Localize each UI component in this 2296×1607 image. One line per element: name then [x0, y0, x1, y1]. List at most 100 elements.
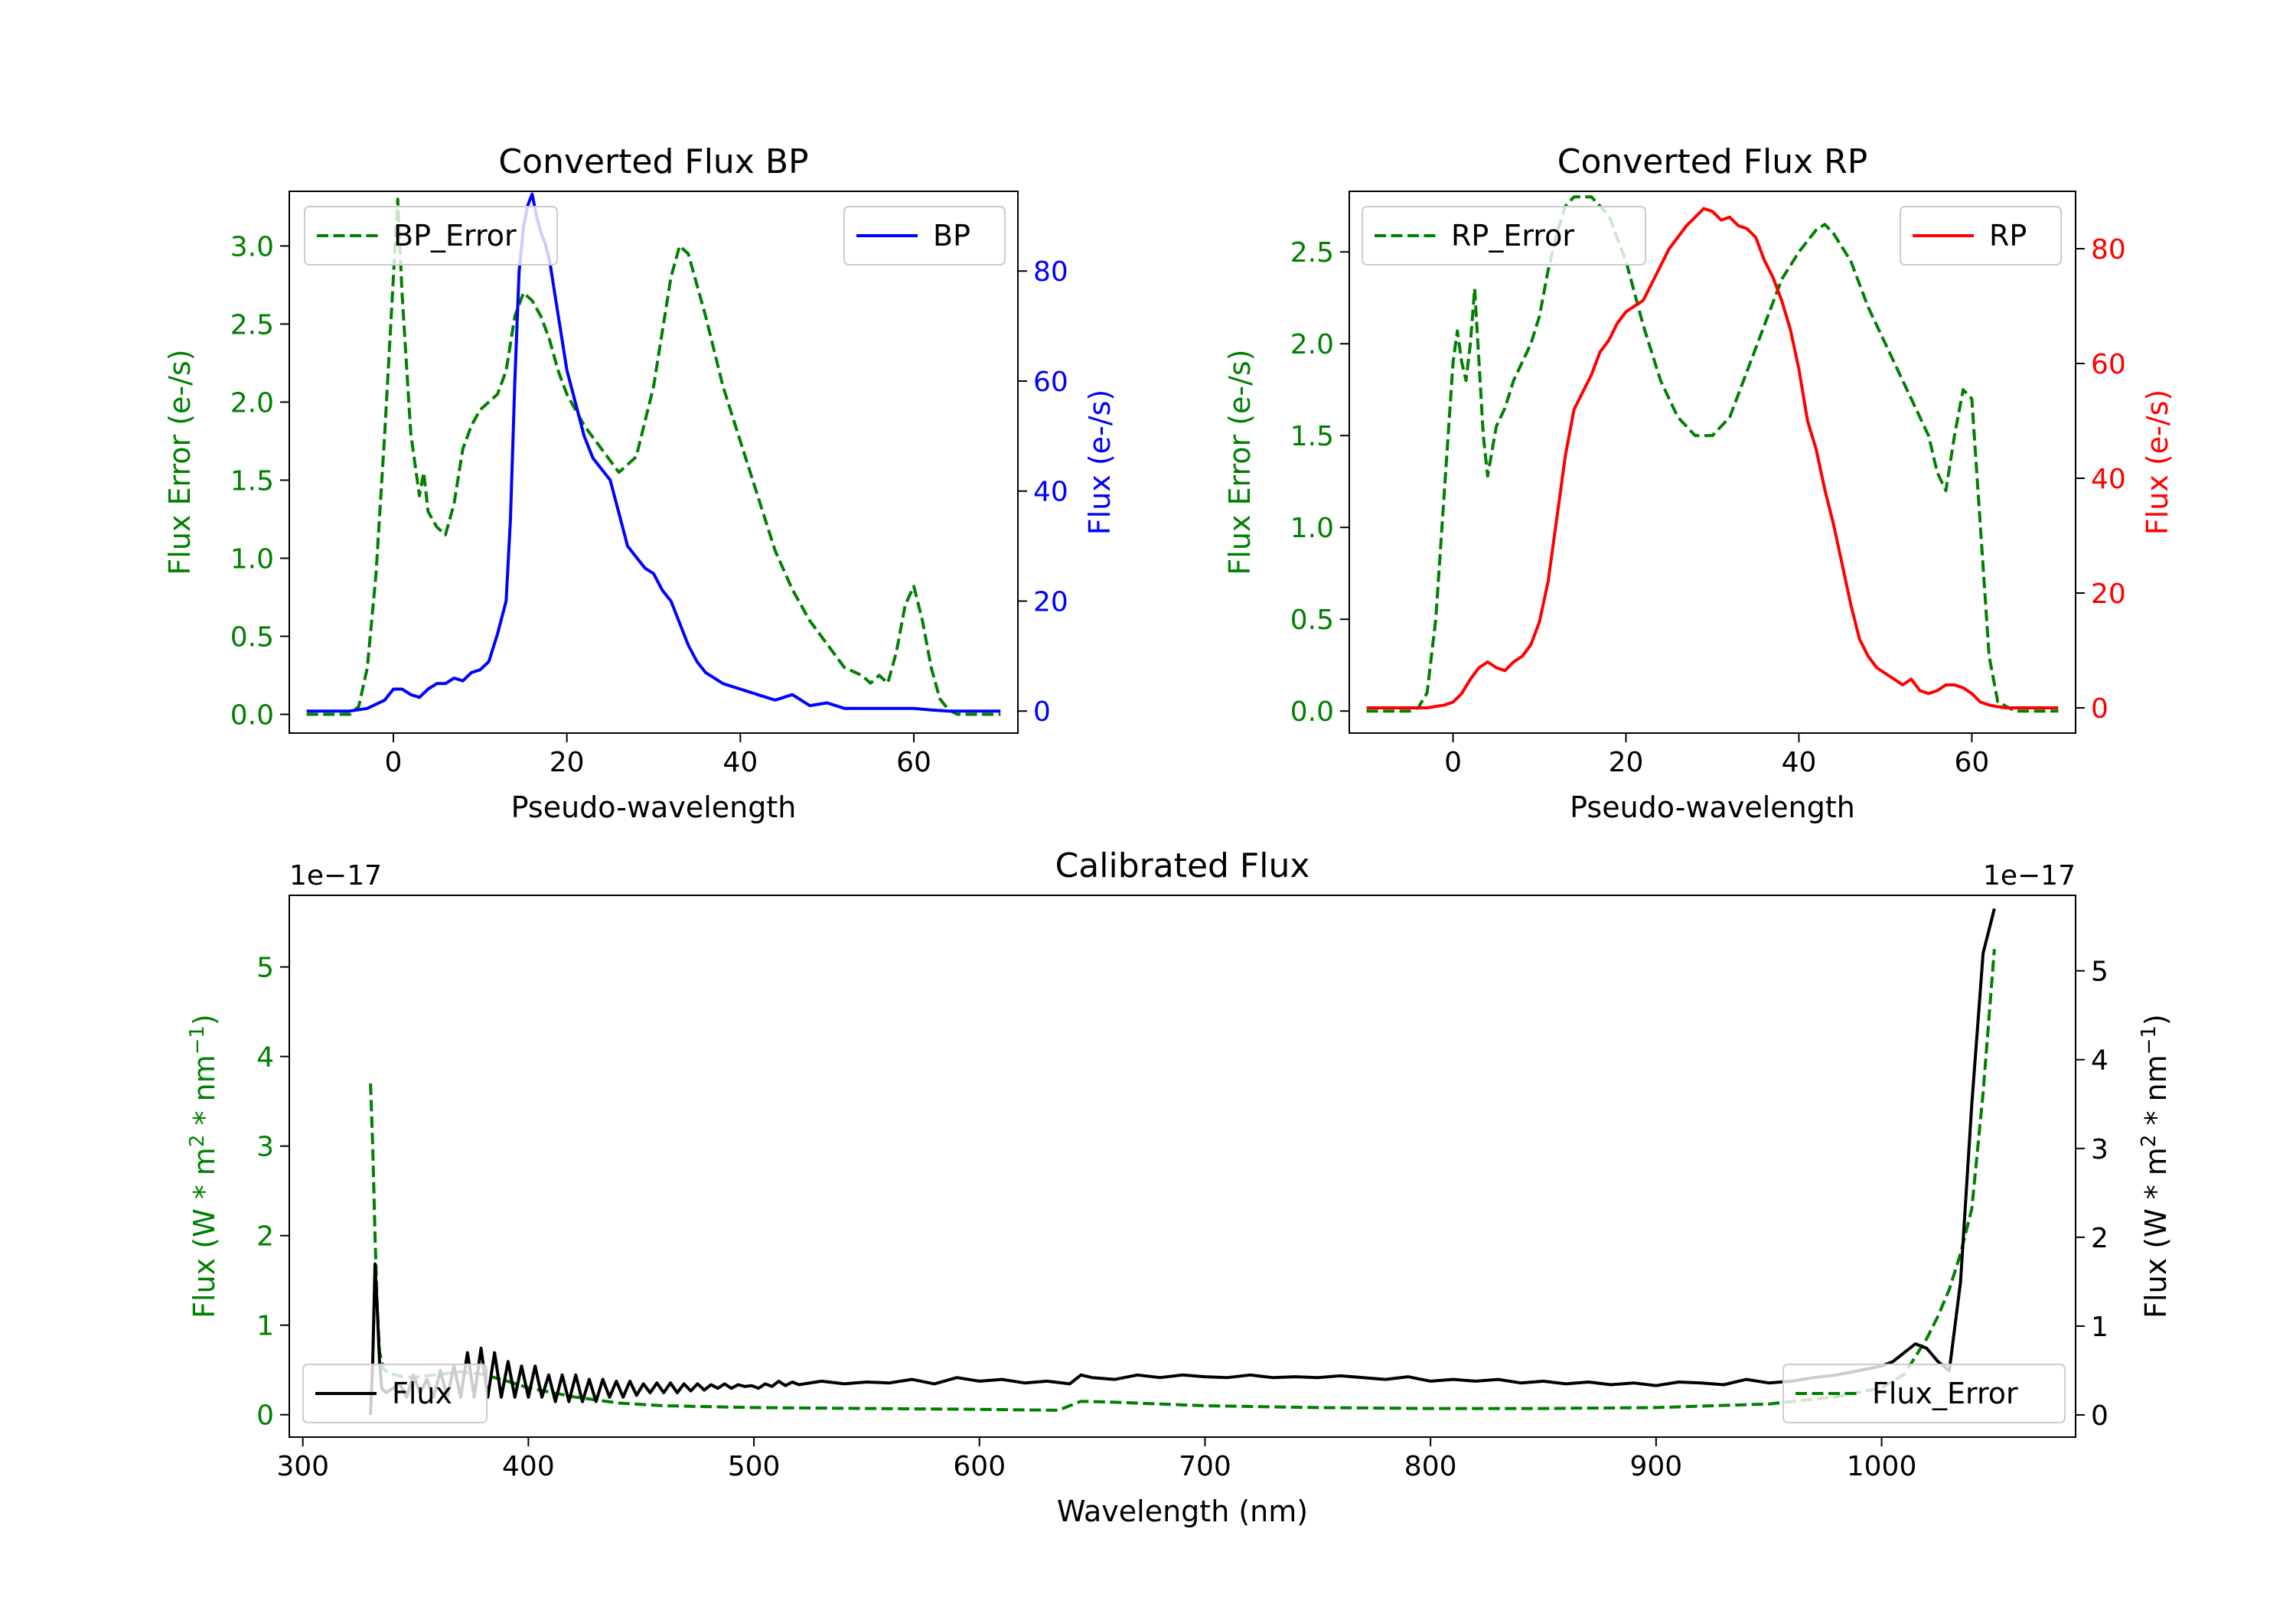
y-right-label-part: Flux (W * m — [2139, 1147, 2173, 1319]
y-right-label-part: −1 — [2138, 1025, 2161, 1054]
x-tick-label: 60 — [896, 747, 931, 778]
legend-label: Flux_Error — [1872, 1377, 2018, 1410]
y-left-axis-label: Flux Error (e-/s) — [1223, 349, 1257, 575]
series-line-flux — [369, 908, 1996, 1416]
y-right-axis-label: Flux (e-/s) — [1083, 390, 1117, 535]
y-right-axis-label: Flux (e-/s) — [2141, 390, 2174, 535]
legend-label: RP_Error — [1451, 219, 1574, 253]
series-line-bp — [306, 192, 1001, 713]
y-left-label-part: ) — [188, 1014, 221, 1025]
y-right-tick-label: 0 — [1033, 696, 1051, 728]
y-right-tick-label: 0 — [2091, 693, 2108, 725]
y-right-tick-label: 20 — [1033, 586, 1068, 618]
y-right-tick-label: 20 — [2091, 579, 2126, 610]
series-line-rp — [1366, 207, 2059, 709]
y-left-tick-label: 2.5 — [230, 309, 274, 341]
y-right-tick-label: 3 — [2091, 1134, 2108, 1165]
y-right-tick-label: 60 — [2091, 349, 2126, 380]
y-left-tick-label: 2.0 — [230, 387, 274, 419]
y-right-label-part: * nm — [2139, 1054, 2173, 1134]
y-right-tick-label: 60 — [1033, 367, 1068, 398]
chart-rp: 0 20 40 60 0.0 0.5 1.0 1.5 2.0 2.5 0 20 40 60 80 Conver… — [1223, 142, 2174, 824]
x-tick-label: 500 — [728, 1451, 781, 1482]
y-right-tick-label: 4 — [2091, 1045, 2108, 1077]
y-left-tick-label: 1.0 — [230, 543, 274, 575]
y-right-label-part: 2 — [2138, 1135, 2161, 1148]
y-left-label-part: −1 — [186, 1025, 209, 1054]
y-left-tick-label: 0.5 — [1290, 605, 1334, 636]
x-tick-label: 20 — [550, 747, 585, 778]
x-tick-label: 300 — [276, 1451, 329, 1482]
x-tick-label: 900 — [1630, 1451, 1683, 1482]
y-left-tick-label: 3.0 — [230, 231, 274, 262]
series-line-bp-error — [306, 197, 1001, 716]
y-right-axis-label: Flux (W * m2 * nm−1) — [2138, 1014, 2173, 1319]
x-axis-label: Wavelength (nm) — [1057, 1495, 1308, 1528]
y-right-tick-label: 1 — [2091, 1312, 2108, 1343]
y-left-axis-label: Flux Error (e-/s) — [163, 349, 197, 575]
y-left-tick-label: 3 — [256, 1132, 274, 1163]
axes-frame — [289, 191, 1019, 734]
y-right-tick-label: 40 — [2091, 464, 2126, 495]
axes-frame — [289, 895, 2076, 1438]
x-tick-label: 0 — [385, 747, 403, 778]
y-left-offset-text: 1e−17 — [289, 860, 382, 892]
y-left-label-part: * nm — [188, 1054, 221, 1134]
y-right-tick-label: 0 — [2091, 1400, 2108, 1432]
legend-box — [304, 206, 558, 266]
x-axis-label: Pseudo-wavelength — [1570, 790, 1855, 824]
legend-box — [843, 206, 1006, 266]
legend-label: Flux — [392, 1377, 452, 1410]
y-left-tick-label: 4 — [256, 1042, 274, 1074]
y-left-tick-label: 1 — [256, 1311, 274, 1342]
y-right-tick-label: 5 — [2091, 957, 2108, 988]
x-tick-label: 40 — [1782, 747, 1817, 778]
y-right-tick-label: 40 — [1033, 477, 1068, 508]
x-tick-label: 800 — [1404, 1451, 1457, 1482]
chart-calibrated: 300 400 500 600 700 800 900 1000 0 1 2 3 4 5 0 1 2 3 4 5 Cal… — [186, 846, 2173, 1528]
x-tick-label: 400 — [502, 1451, 555, 1482]
y-left-tick-label: 2.5 — [1290, 237, 1334, 269]
y-right-tick-label: 2 — [2091, 1223, 2108, 1254]
y-left-tick-label: 0.0 — [1290, 696, 1334, 728]
y-right-tick-label: 80 — [2091, 234, 2126, 266]
legend-box — [1362, 206, 1646, 266]
x-tick-label: 600 — [953, 1451, 1006, 1482]
y-left-tick-label: 1.0 — [1290, 513, 1334, 544]
y-left-tick-label: 2 — [256, 1221, 274, 1253]
x-tick-label: 20 — [1609, 747, 1644, 778]
chart-title: Calibrated Flux — [1055, 846, 1310, 885]
y-right-offset-text: 1e−17 — [1983, 860, 2076, 892]
x-tick-label: 60 — [1955, 747, 1990, 778]
y-left-tick-label: 2.0 — [1290, 329, 1334, 360]
chart-title: Converted Flux BP — [498, 142, 808, 181]
legend-box — [302, 1364, 488, 1423]
axes-frame — [1349, 191, 2076, 734]
legend-box — [1900, 206, 2062, 266]
x-tick-label: 0 — [1444, 747, 1462, 778]
legend-label: BP_Error — [393, 219, 517, 253]
x-tick-label: 1000 — [1847, 1451, 1917, 1482]
y-left-tick-label: 1.5 — [1290, 421, 1334, 452]
y-right-label-part: ) — [2139, 1014, 2173, 1025]
chart-bp: 0 20 40 60 0.0 0.5 1.0 1.5 2.0 2.5 3.0 0 20 40 60 80 Con… — [163, 142, 1117, 824]
legend-label: RP — [1989, 219, 2027, 253]
legend-box — [1782, 1364, 2066, 1423]
y-left-tick-label: 5 — [256, 953, 274, 984]
x-tick-label: 40 — [722, 747, 758, 778]
y-left-label-part: 2 — [186, 1135, 209, 1148]
y-left-label-part: Flux (W * m — [188, 1147, 221, 1319]
x-tick-label: 700 — [1179, 1451, 1231, 1482]
y-left-tick-label: 0.5 — [230, 621, 274, 653]
y-left-axis-label: Flux (W * m2 * nm−1) — [186, 1014, 221, 1319]
x-axis-label: Pseudo-wavelength — [511, 790, 797, 824]
y-left-tick-label: 0 — [256, 1400, 274, 1432]
legend-label: BP — [933, 219, 970, 253]
y-left-tick-label: 0.0 — [230, 700, 274, 732]
series-line-rp-error — [1366, 195, 2059, 713]
y-right-tick-label: 80 — [1033, 256, 1068, 288]
chart-title: Converted Flux RP — [1557, 142, 1868, 181]
y-left-tick-label: 1.5 — [230, 465, 274, 497]
